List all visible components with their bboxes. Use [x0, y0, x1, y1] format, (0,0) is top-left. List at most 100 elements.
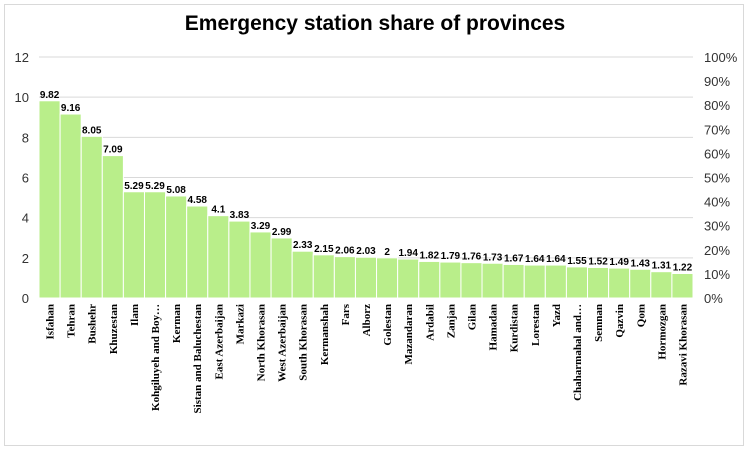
- bar-labels: 9.829.168.057.095.29 5.29 5.084.584.1 3.833…: [40, 90, 693, 274]
- x-tick-label: Kohgiluyeh and Boy…: [150, 304, 162, 411]
- y-tick-label: 10: [15, 90, 29, 105]
- bar-value-label: 2.15: [314, 244, 334, 255]
- bar-qom: [629, 268, 652, 299]
- bar-value-label: 7.09: [103, 145, 123, 156]
- x-tick-label: Razavi Khorasan: [677, 304, 689, 386]
- x-tick-label: Semnan: [593, 304, 605, 342]
- bar-isfahan: [38, 100, 61, 299]
- x-tick-label: Qazvin: [614, 304, 626, 338]
- y2-tick-label: 30%: [704, 219, 730, 234]
- x-tick-label: Kerman: [171, 304, 183, 343]
- x-axis: Isfahan Tehran Bushehr Khuzestan Ilam Kohgilu…: [45, 303, 690, 413]
- bar-mazandaran: [397, 258, 420, 299]
- bar-value-label: 2: [384, 247, 390, 258]
- bar-east-azerbaijan: [207, 215, 230, 299]
- bar-tehran: [59, 113, 82, 299]
- x-tick-label: Golestan: [382, 304, 394, 346]
- bar-value-label: 1.64: [546, 254, 566, 265]
- x-tick-label: Qom: [635, 304, 647, 327]
- x-tick-label: Hamadan: [488, 304, 500, 350]
- x-tick-label: Kurdistan: [509, 304, 521, 352]
- bar-value-label: 1.49: [609, 257, 629, 268]
- bar-value-label: 1.73: [483, 252, 503, 263]
- bar-qazvin: [608, 267, 631, 299]
- x-tick-label: Ardabil: [424, 304, 436, 341]
- x-tick-label: Alborz: [361, 304, 373, 337]
- y2-tick-label: 60%: [704, 146, 730, 161]
- y2-tick-label: 70%: [704, 122, 730, 137]
- x-tick-label: West Azerbaijan: [277, 304, 289, 382]
- y2-tick-label: 90%: [704, 74, 730, 89]
- x-tick-label: Sistan and Baluchestan: [192, 304, 204, 413]
- bar-ardabil: [418, 260, 441, 299]
- x-tick-label: Chaharmahal and…: [572, 304, 584, 401]
- bar-value-label: 8.05: [82, 125, 102, 136]
- bar-semnan: [587, 266, 610, 299]
- bar-value-label: 2.03: [356, 246, 376, 257]
- bar-west-azerbaijan: [270, 237, 293, 299]
- bar-value-label: 1.52: [588, 256, 608, 267]
- x-tick-label: Markazi: [234, 304, 246, 344]
- bar-value-label: 3.29: [251, 221, 271, 232]
- x-tick-label: Tehran: [66, 304, 78, 338]
- bar-value-label: 4.1: [211, 205, 225, 216]
- x-tick-label: Yazd: [551, 304, 563, 327]
- bar-sistan-and-baluchestan: [186, 205, 209, 299]
- bar-value-label: 1.67: [504, 253, 524, 264]
- bar-value-label: 2.06: [335, 246, 355, 257]
- bar-lorestan: [523, 264, 546, 299]
- bar-value-label: 9.82: [40, 90, 60, 101]
- y2-tick-label: 80%: [704, 98, 730, 113]
- x-tick-label: South Khorasan: [298, 304, 310, 381]
- x-tick-label: Lorestan: [530, 304, 542, 346]
- x-tick-label: Khuzestan: [108, 304, 120, 354]
- bars: [38, 100, 694, 299]
- bar-fars: [333, 256, 356, 299]
- bar-chaharmahal-and-: [565, 266, 589, 299]
- bar-kohgiluyeh-and-boy-: [143, 191, 167, 299]
- bar-north-khorasan: [249, 231, 272, 299]
- bar-value-label: 5.08: [166, 185, 186, 196]
- y-tick-label: 6: [22, 171, 29, 186]
- bar-value-label: 1.82: [420, 250, 440, 261]
- x-tick-label: Gilan: [466, 304, 478, 330]
- chart-title: Emergency station share of provinces: [184, 12, 566, 35]
- bar-value-label: 3.83: [230, 210, 250, 221]
- bar-zanjan: [439, 261, 462, 299]
- bar-golestan: [376, 257, 399, 299]
- y-axis-left: 0 2 4 6 8 10 12: [15, 50, 29, 306]
- bar-kermanshah: [312, 254, 335, 299]
- bar-kerman: [165, 195, 188, 299]
- x-tick-label: Zanjan: [445, 304, 457, 338]
- bar-value-label: 9.16: [61, 103, 81, 114]
- y2-tick-label: 50%: [704, 171, 730, 186]
- bar-value-label: 5.29: [145, 181, 165, 192]
- x-tick-label: North Khorasan: [256, 304, 268, 381]
- y2-tick-label: 40%: [704, 195, 730, 210]
- x-tick-label: Kermanshah: [319, 304, 331, 365]
- bar-south-khorasan: [291, 250, 314, 299]
- y2-tick-label: 10%: [704, 267, 730, 282]
- y2-tick-label: 20%: [704, 243, 730, 258]
- y-tick-label: 12: [15, 50, 29, 65]
- bar-ilam: [122, 191, 145, 299]
- x-tick-label: Mazandaran: [403, 304, 415, 365]
- x-tick-label: Isfahan: [45, 304, 57, 339]
- y2-tick-label: 0%: [704, 291, 723, 306]
- x-tick-label: Hormozgan: [656, 304, 668, 360]
- bar-kurdistan: [502, 263, 525, 299]
- x-tick-label: East Azerbaijan: [213, 304, 225, 379]
- bar-hamadan: [481, 262, 504, 299]
- bar-khuzestan: [101, 155, 124, 299]
- y-tick-label: 8: [22, 130, 29, 145]
- bar-value-label: 1.22: [673, 262, 693, 273]
- bar-value-label: 1.79: [441, 251, 461, 262]
- y-axis-right: 0% 10% 20% 30% 40% 50% 60% 70% 80% 90% 100%: [704, 50, 738, 306]
- bar-value-label: 1.94: [398, 248, 418, 259]
- y-tick-label: 2: [22, 251, 29, 266]
- bar-hormozgan: [650, 271, 673, 299]
- bar-value-label: 1.31: [652, 261, 672, 272]
- x-tick-label: Fars: [340, 303, 352, 325]
- bar-markazi: [228, 220, 251, 299]
